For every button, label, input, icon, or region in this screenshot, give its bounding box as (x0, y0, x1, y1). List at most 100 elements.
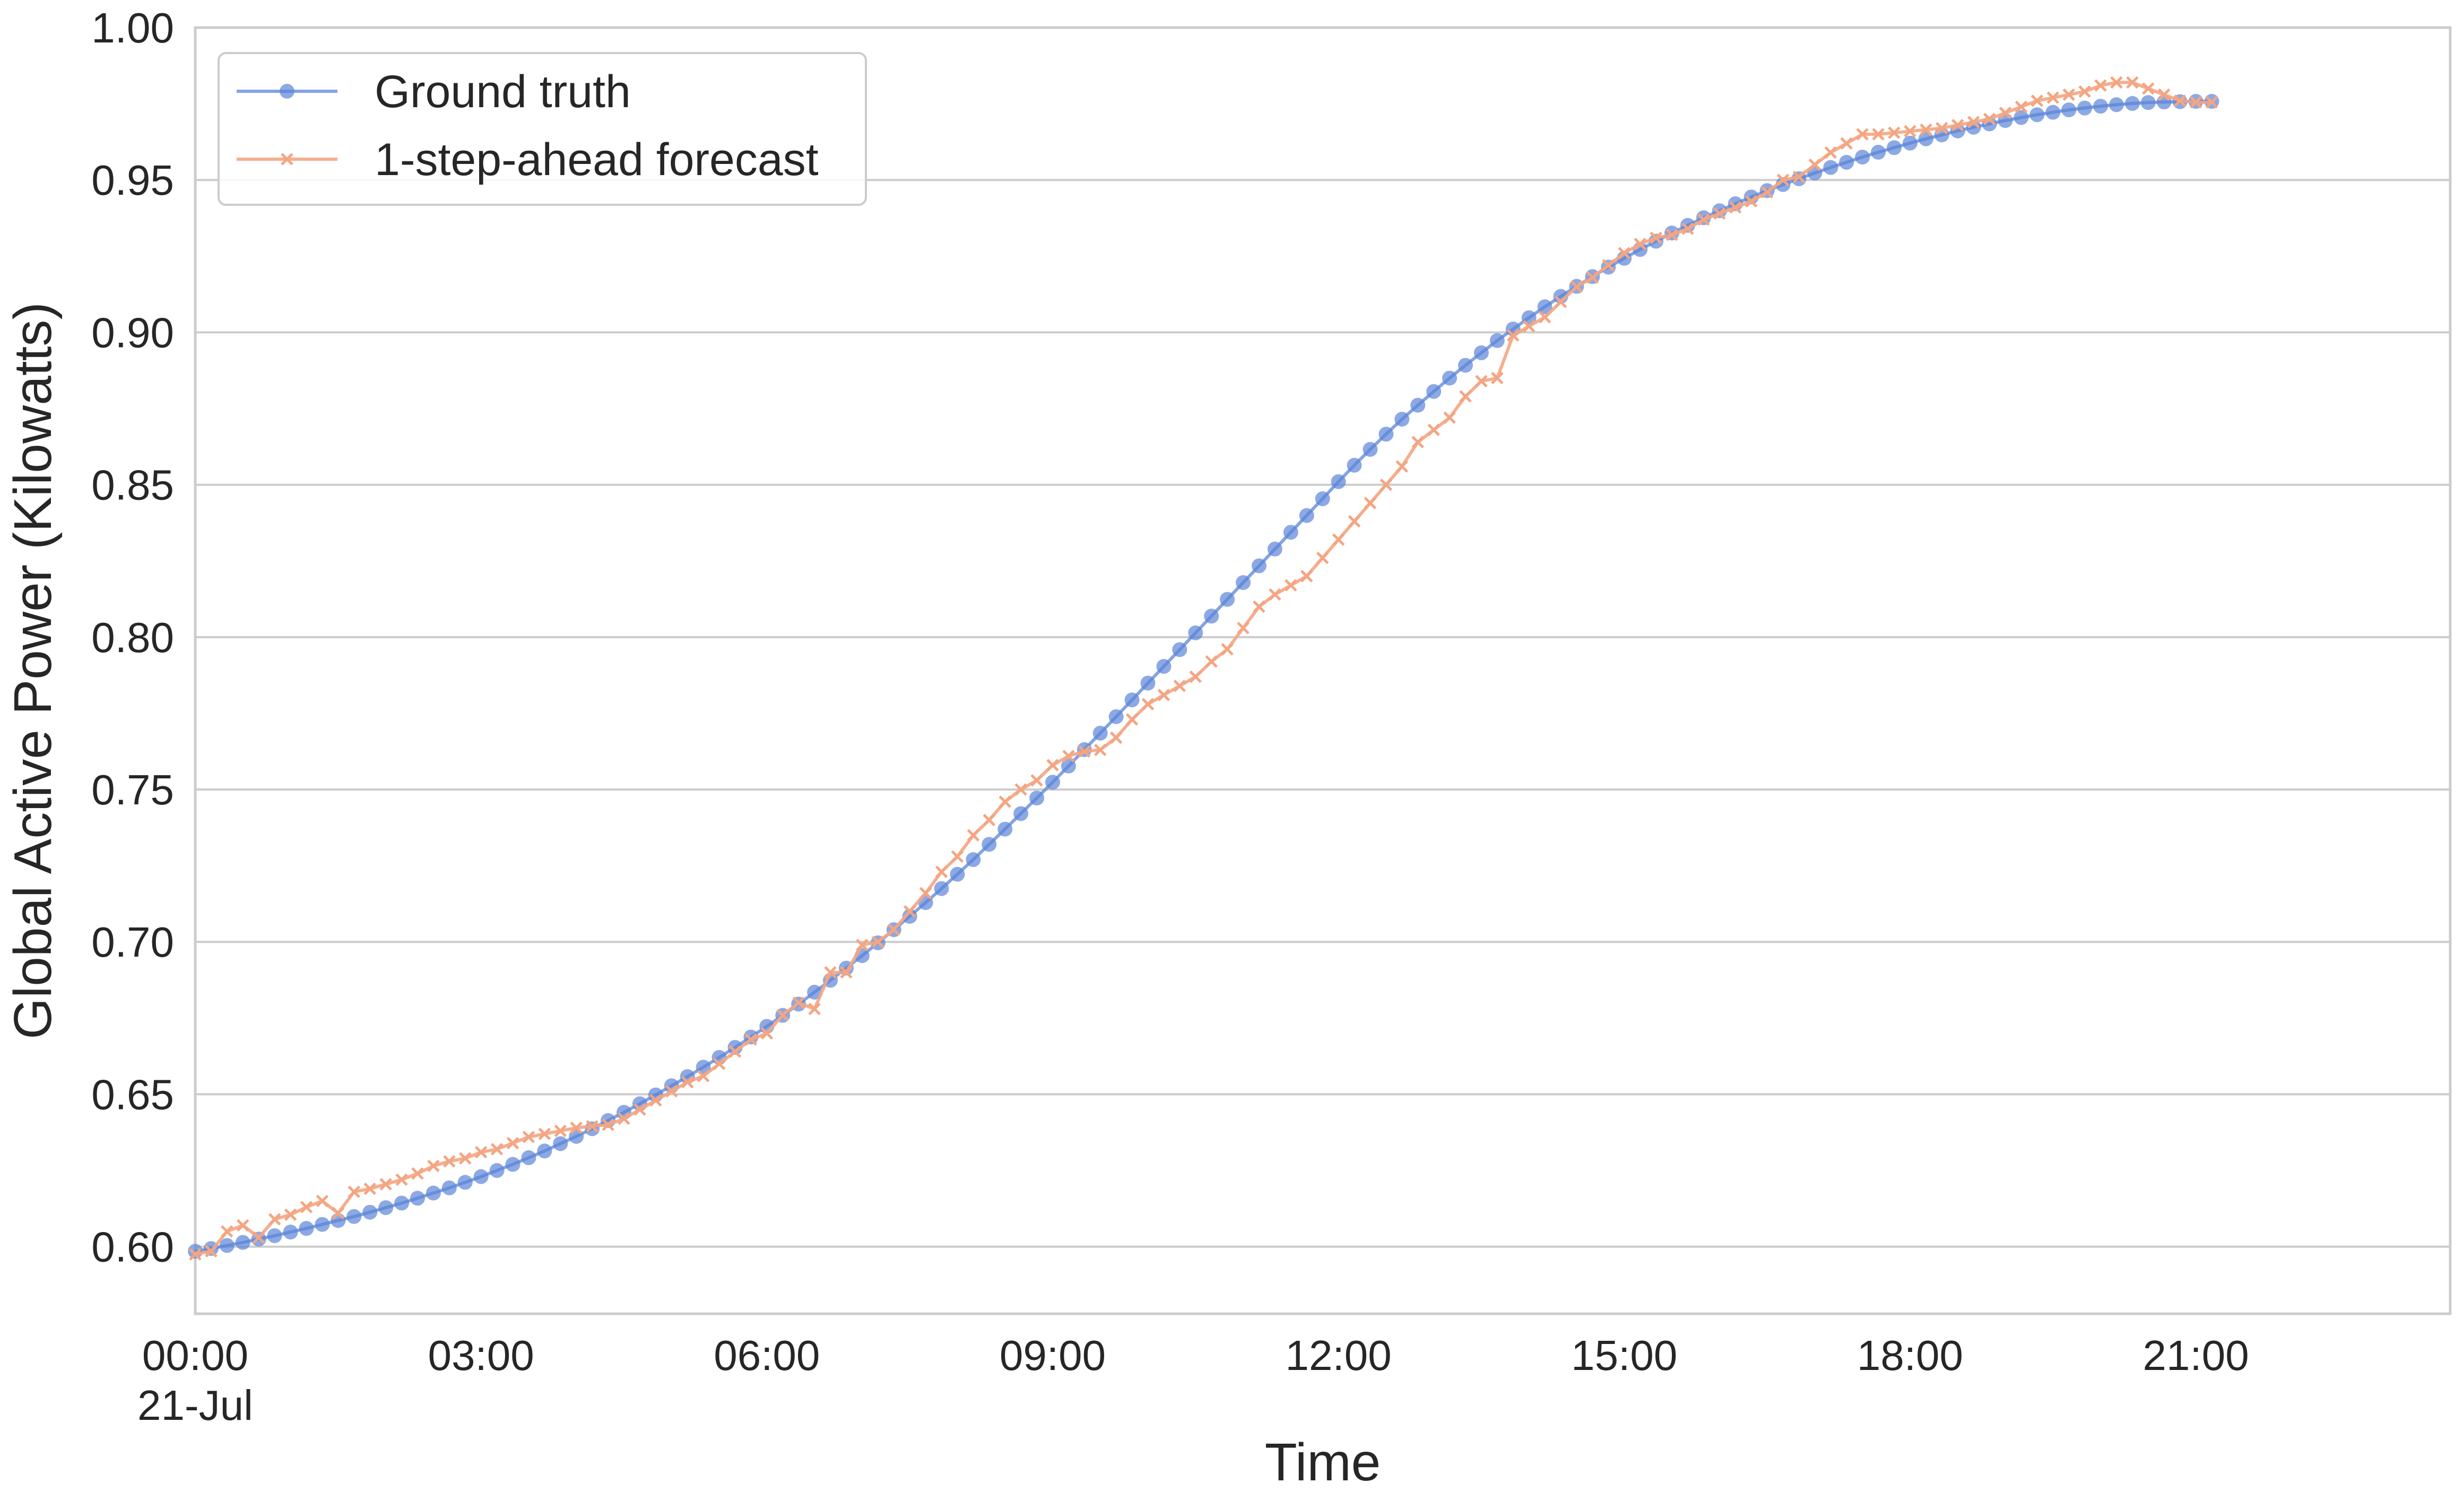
data-point-x (2015, 100, 2028, 114)
data-point-x (427, 1159, 440, 1173)
data-point-circle (1172, 642, 1187, 657)
data-point-x (252, 1231, 265, 1244)
data-point-x (1729, 201, 1742, 214)
data-point-x (490, 1143, 504, 1156)
data-point-x (2142, 82, 2155, 95)
data-point-x (792, 996, 805, 1009)
legend: Ground truth 1-step-ahead forecast (218, 52, 867, 206)
data-point-x (316, 1194, 329, 1208)
data-point-circle (489, 1163, 505, 1178)
data-point-x (808, 1002, 821, 1016)
data-point-x (2110, 76, 2123, 89)
data-point-circle (283, 1225, 298, 1240)
data-point-x (1983, 112, 1996, 126)
data-point-x (458, 1152, 472, 1165)
data-point-circle (2045, 105, 2061, 120)
data-point-x (840, 966, 853, 979)
data-point-x (1522, 320, 1535, 333)
data-point-circle (1108, 709, 1124, 724)
data-point-x (697, 1070, 710, 1082)
data-point-x (522, 1131, 535, 1143)
data-point-x (713, 1057, 726, 1070)
data-point-x (824, 966, 837, 979)
data-point-circle (315, 1217, 330, 1232)
data-point-x (983, 813, 996, 827)
x-tick-label: 06:00 (714, 1332, 820, 1379)
data-point-circle (188, 1244, 203, 1259)
data-point-x (363, 1182, 376, 1195)
y-tick-label: 0.80 (91, 614, 174, 661)
data-point-x (2126, 76, 2139, 89)
data-point-x (1491, 371, 1504, 385)
data-point-circle (1363, 441, 1378, 457)
data-point-x (1999, 107, 2012, 119)
data-point-x (268, 1213, 281, 1226)
legend-ground-truth-label: Ground truth (375, 66, 631, 117)
data-point-x (332, 1207, 345, 1220)
data-point-x (903, 905, 916, 918)
data-point-circle (1124, 692, 1140, 708)
data-point-circle (1442, 370, 1457, 386)
data-point-x (744, 1033, 758, 1046)
data-point-x (474, 1146, 488, 1159)
data-point-x (570, 1121, 583, 1134)
data-point-circle (1315, 491, 1330, 507)
data-point-x (1713, 207, 1726, 220)
data-point-x (1872, 128, 1885, 141)
data-point-circle (267, 1228, 282, 1243)
data-point-circle (1267, 541, 1282, 557)
data-point-circle (1156, 658, 1172, 674)
data-point-circle (299, 1221, 314, 1236)
data-point-circle (1887, 140, 1902, 155)
x-axis-label: Time (1265, 1433, 1381, 1492)
data-point-x (1951, 119, 1964, 132)
data-point-circle (1410, 397, 1426, 413)
data-point-x (1173, 679, 1186, 692)
x-tick-label: 09:00 (1000, 1332, 1106, 1379)
data-point-x (1554, 296, 1567, 308)
data-point-circle (1839, 154, 1854, 170)
series-group (188, 76, 2219, 1261)
data-point-x (2157, 88, 2171, 101)
data-point-x (919, 887, 932, 900)
data-point-x (1459, 390, 1472, 403)
data-point-circle (219, 1238, 235, 1253)
data-point-circle (1045, 775, 1060, 790)
data-point-circle (426, 1185, 441, 1201)
data-point-circle (2124, 96, 2140, 111)
data-point-x (1856, 128, 1869, 141)
plot-frame (194, 26, 2452, 1315)
data-point-circle (1061, 758, 1076, 774)
data-point-circle (1458, 358, 1473, 373)
data-point-circle (410, 1191, 425, 1206)
data-point-x (1776, 174, 1790, 186)
legend-forecast-swatch (237, 153, 337, 166)
legend-box (218, 52, 867, 206)
data-point-x (2205, 96, 2218, 109)
y-tick-label: 0.90 (91, 309, 174, 356)
x-tick-date-label: 21-Jul (137, 1382, 253, 1429)
data-point-x (1205, 655, 1218, 668)
data-point-x (1221, 643, 1234, 656)
data-point-x (887, 923, 900, 936)
data-point-x (1125, 713, 1139, 726)
data-point-circle (966, 852, 981, 868)
data-point-circle (2077, 100, 2093, 116)
data-point-x (1300, 570, 1313, 583)
y-axis-ticks: 0.60 0.65 0.70 0.75 0.80 0.85 0.90 0.95 1.00 (91, 4, 174, 1271)
data-point-x (554, 1124, 567, 1138)
data-point-circle (727, 1039, 743, 1055)
data-point-x (2189, 96, 2202, 109)
data-point-x (1840, 137, 1853, 150)
data-point-x (1030, 774, 1043, 787)
data-point-x (1650, 231, 1662, 245)
data-point-x (189, 1248, 202, 1261)
data-point-x (1570, 280, 1583, 293)
data-point-circle (1283, 525, 1298, 540)
x-tick-label: 18:00 (1857, 1332, 1963, 1379)
data-point-x (1920, 123, 1932, 136)
data-point-circle (1331, 474, 1346, 489)
legend-forecast-label: 1-step-ahead forecast (375, 134, 819, 185)
legend-swatch-marker (280, 84, 294, 99)
